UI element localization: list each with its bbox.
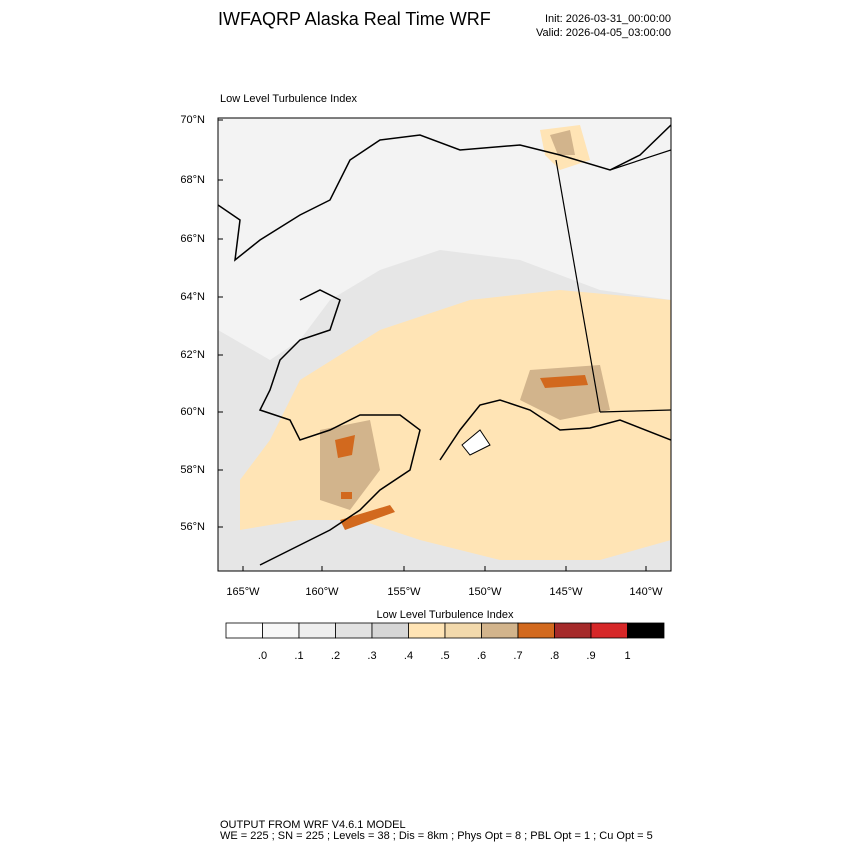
lat-label: 60°N bbox=[180, 406, 205, 418]
lon-label: 140°W bbox=[629, 586, 663, 598]
init-time: Init: 2026-03-31_00:00:00 bbox=[545, 13, 671, 25]
lon-label: 160°W bbox=[305, 586, 339, 598]
valid-time: Valid: 2026-04-05_03:00:00 bbox=[536, 27, 671, 39]
coastline bbox=[218, 124, 671, 262]
footer-line: OUTPUT FROM WRF V4.6.1 MODEL bbox=[220, 819, 406, 831]
colorbar-label: .8 bbox=[550, 650, 559, 662]
colorbar-box bbox=[517, 622, 555, 639]
colorbar-box bbox=[408, 622, 446, 639]
border bbox=[555, 149, 671, 413]
colorbar-title: Low Level Turbulence Index bbox=[377, 609, 514, 621]
lon-label: 165°W bbox=[226, 586, 260, 598]
shade-orange bbox=[335, 435, 355, 458]
shade-tan bbox=[550, 130, 575, 155]
title: IWFAQRP Alaska Real Time WRF bbox=[218, 9, 491, 29]
shade-orange bbox=[340, 505, 395, 530]
colorbar-box bbox=[554, 622, 592, 639]
colorbar-box bbox=[298, 622, 336, 639]
colorbar-label: .3 bbox=[367, 650, 376, 662]
map bbox=[217, 117, 672, 572]
lon-label: 145°W bbox=[549, 586, 583, 598]
lat-label: 68°N bbox=[180, 174, 205, 186]
lat-label: 62°N bbox=[180, 349, 205, 361]
colorbar-label: .2 bbox=[331, 650, 340, 662]
footer-line: WE = 225 ; SN = 225 ; Levels = 38 ; Dis … bbox=[220, 830, 653, 842]
colorbar-label: 1 bbox=[624, 650, 630, 662]
colorbar-box bbox=[627, 622, 665, 639]
colorbar-label: .5 bbox=[440, 650, 449, 662]
island bbox=[461, 429, 491, 456]
shade-light bbox=[218, 118, 671, 360]
colorbar-label: .9 bbox=[586, 650, 595, 662]
lon-label: 150°W bbox=[468, 586, 502, 598]
colorbar-box bbox=[444, 622, 482, 639]
coastline bbox=[258, 289, 421, 566]
colorbar-label: .6 bbox=[477, 650, 486, 662]
shade-orange bbox=[540, 375, 588, 388]
lat-label: 66°N bbox=[180, 233, 205, 245]
colorbar-label: .1 bbox=[294, 650, 303, 662]
colorbar-box bbox=[262, 622, 300, 639]
shade-orange bbox=[341, 492, 352, 499]
shade-tan bbox=[320, 420, 380, 510]
lat-label: 56°N bbox=[180, 521, 205, 533]
colorbar-box bbox=[481, 622, 519, 639]
colorbar-box bbox=[335, 622, 373, 639]
lat-label: 70°N bbox=[180, 114, 205, 126]
colorbar-box bbox=[225, 622, 263, 639]
colorbar-label: .0 bbox=[258, 650, 267, 662]
lat-label: 64°N bbox=[180, 291, 205, 303]
colorbar-box bbox=[371, 622, 409, 639]
map-title: Low Level Turbulence Index bbox=[220, 93, 357, 105]
colorbar-box bbox=[590, 622, 628, 639]
lon-label: 155°W bbox=[387, 586, 421, 598]
coastline bbox=[439, 399, 671, 461]
colorbar-label: .4 bbox=[404, 650, 413, 662]
map-frame bbox=[217, 117, 672, 572]
colorbar-label: .7 bbox=[513, 650, 522, 662]
lat-label: 58°N bbox=[180, 464, 205, 476]
